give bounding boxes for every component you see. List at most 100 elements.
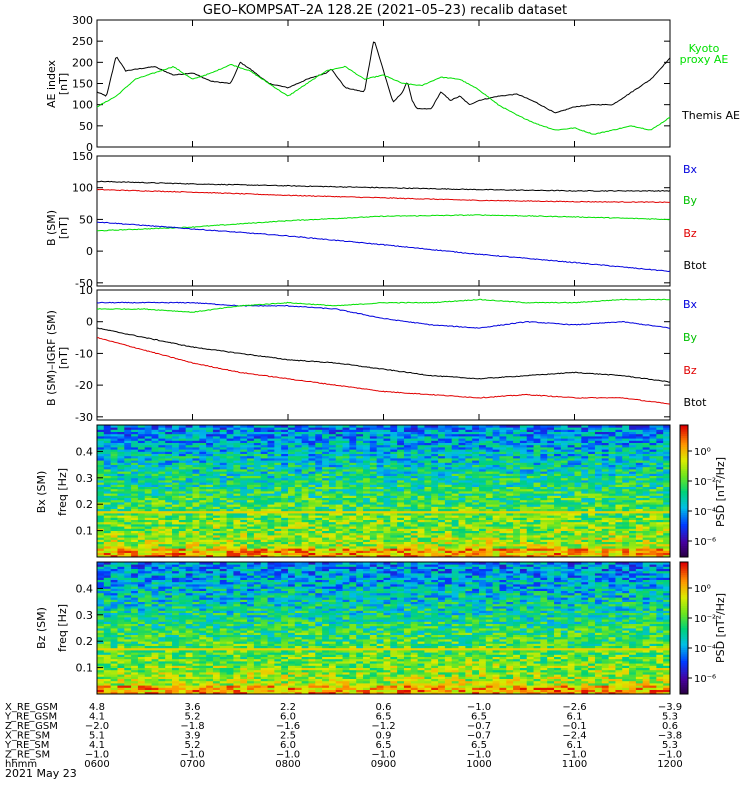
spec-bx-cell [397, 530, 405, 534]
spec-bx-cell [322, 554, 330, 558]
spec-bx-cell [178, 462, 187, 465]
spec-bx-cell [567, 539, 575, 542]
spec-bx-cell [158, 543, 166, 547]
spec-bx-cell [533, 451, 541, 454]
spec-bx-cell [417, 528, 425, 531]
spec-bx-cell [199, 449, 207, 452]
spec-bx-cell [158, 471, 166, 474]
spec-bx-cell [403, 447, 412, 450]
spec-bx-cell [376, 546, 384, 549]
spec-bx-cell [363, 554, 371, 558]
spec-bx-cell [97, 515, 105, 518]
spec-bx-cell [212, 438, 221, 441]
spec-bx-cell [629, 550, 637, 553]
spec-bx-cell [403, 493, 412, 496]
spec-bx-cell [506, 532, 514, 536]
spec-bx-cell [97, 453, 105, 457]
spec-bx-cell [417, 453, 425, 457]
spec-bx-cell [554, 486, 562, 490]
spec-bx-cell [479, 513, 487, 516]
spec-bx-cell [322, 473, 330, 476]
spec-bx-cell [342, 506, 350, 509]
spec-bx-cell [226, 550, 234, 553]
spec-bx-cell [417, 431, 425, 435]
spec-bx-cell [485, 526, 494, 529]
spec-bx-cell [431, 517, 439, 520]
spec-bx-cell [540, 491, 548, 494]
spec-bx-cell [383, 546, 391, 549]
spec-bx-cell [479, 486, 487, 490]
spec-bx-cell [328, 517, 337, 520]
spec-bx-cell [103, 431, 112, 435]
spec-bx-cell [438, 497, 446, 501]
spec-bx-cell [567, 438, 575, 441]
spec-bx-cell [335, 546, 343, 549]
spec-bx-cell [274, 513, 282, 516]
spec-bx-cell [117, 548, 125, 551]
spec-bx-cell [349, 438, 357, 441]
spec-bx-cell [117, 473, 125, 476]
spec-bx-cell [424, 528, 432, 531]
spec-bx-cell [567, 543, 575, 547]
spec-bx-cell [247, 491, 255, 494]
spec-bx-cell [288, 530, 296, 534]
spec-bx-cell [472, 447, 480, 450]
spec-bx-cell [356, 537, 364, 540]
spec-bx-cell [390, 554, 398, 558]
spec-bx-cell [431, 436, 439, 439]
spec-bx-cell [485, 433, 494, 437]
spec-bx-cell [629, 464, 637, 468]
spec-bx-cell [629, 535, 637, 538]
spec-bx-cell [376, 543, 384, 547]
spec-bx-cell [629, 552, 637, 556]
spec-bx-cell [615, 528, 623, 531]
spec-bx-cell [151, 484, 159, 487]
spec-bx-cell [526, 473, 534, 476]
spec-bx-cell [397, 554, 405, 558]
spec-bx-cell [485, 477, 494, 481]
spec-bx-cell [554, 449, 562, 452]
spec-bx-cell [485, 453, 494, 457]
spec-bx-cell [410, 466, 419, 470]
spec-bx-cell [547, 453, 555, 457]
spec-bx-cell [390, 537, 398, 540]
spec-bx-cell [479, 436, 487, 439]
spec-bx-cell [151, 471, 159, 474]
spec-bx-cell [642, 460, 650, 463]
spec-bx-cell [308, 425, 316, 428]
spec-bx-cell [165, 539, 173, 542]
spec-bx-cell [137, 480, 146, 483]
spec-bx-cell [465, 425, 473, 428]
spec-bx-cell [349, 431, 357, 435]
spec-bx-cell [274, 546, 282, 549]
spec-bx-cell [472, 508, 480, 512]
spec-bx-cell [103, 482, 112, 485]
spec-bx-cell [158, 506, 166, 509]
spec-bx-cell [588, 515, 596, 518]
spec-bx-cell [212, 447, 221, 450]
spec-bx-cell [165, 510, 173, 514]
spec-bx-cell [233, 517, 241, 520]
spec-bx-cell [451, 482, 459, 485]
spec-bx-cell [403, 550, 412, 553]
spec-bx-cell [165, 484, 173, 487]
spec-bx-cell [349, 513, 357, 516]
spec-bx-cell [199, 495, 207, 498]
spec-bx-cell [342, 447, 350, 450]
spec-bx-cell [144, 475, 152, 479]
spec-bx-cell [390, 451, 398, 454]
spec-bx-cell [526, 528, 534, 531]
spec-bx-cell [144, 530, 152, 534]
spec-bx-cell [206, 491, 214, 494]
spec-bx-cell [281, 477, 289, 481]
spec-bx-cell [137, 429, 146, 432]
spec-bx-cell [410, 453, 419, 457]
figure-title: GEO–KOMPSAT–2A 128.2E (2021–05–23) recal… [203, 3, 567, 18]
spec-bx-cell [383, 444, 391, 448]
spec-bx-cell [301, 497, 309, 501]
spec-bx-cell [233, 486, 241, 490]
spec-bx-cell [151, 488, 159, 492]
spec-bx-cell [172, 484, 180, 487]
spec-bx-cell [335, 554, 343, 558]
spec-bx-cell [622, 425, 630, 428]
